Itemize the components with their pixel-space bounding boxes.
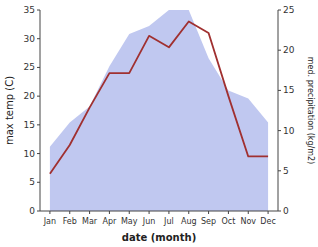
x-tick xyxy=(168,211,169,214)
precipitation-area xyxy=(50,10,268,211)
x-tick-label: Jan xyxy=(43,217,56,226)
y2-tick xyxy=(278,50,281,51)
y2-tick xyxy=(278,211,281,212)
right-axis-line xyxy=(278,10,279,211)
y2-tick-label: 0 xyxy=(283,206,289,216)
y-tick-label: 5 xyxy=(29,177,35,187)
x-tick xyxy=(69,211,70,214)
y-tick xyxy=(37,124,40,125)
y2-tick-label: 20 xyxy=(283,45,295,55)
y-tick xyxy=(37,38,40,39)
x-tick xyxy=(268,211,269,214)
y2-tick-label: 5 xyxy=(283,166,289,176)
y-tick xyxy=(37,211,40,212)
x-axis-label: date (month) xyxy=(122,232,196,243)
y-tick xyxy=(37,182,40,183)
x-axis-line xyxy=(40,211,278,212)
y-axis-label: max temp (C) xyxy=(4,76,15,145)
y2-axis-label: med. precipitation (kg/m2) xyxy=(306,57,315,164)
y-tick-label: 15 xyxy=(24,120,35,130)
y-tick xyxy=(37,10,40,11)
x-tick xyxy=(188,211,189,214)
x-tick-label: Apr xyxy=(102,217,117,226)
x-tick-label: Jun xyxy=(142,217,156,226)
y-tick-label: 20 xyxy=(24,91,36,101)
x-tick-label: Sep xyxy=(201,217,216,226)
y2-tick-label: 15 xyxy=(283,85,294,95)
x-tick xyxy=(149,211,150,214)
y-tick-label: 30 xyxy=(24,34,36,44)
x-tick-label: Nov xyxy=(240,217,256,226)
left-axis-line xyxy=(40,10,41,211)
y-tick-label: 25 xyxy=(24,62,35,72)
y-tick-label: 0 xyxy=(29,206,35,216)
x-tick-label: Feb xyxy=(63,217,77,226)
y-tick xyxy=(37,96,40,97)
x-tick xyxy=(129,211,130,214)
x-tick xyxy=(49,211,50,214)
y-tick-label: 10 xyxy=(24,149,36,159)
y2-tick-label: 25 xyxy=(283,5,294,15)
x-tick-label: Jul xyxy=(163,217,174,226)
x-tick xyxy=(109,211,110,214)
y2-tick xyxy=(278,170,281,171)
y2-tick xyxy=(278,90,281,91)
x-tick-label: Dec xyxy=(260,217,275,226)
y2-tick-label: 10 xyxy=(283,126,295,136)
x-tick xyxy=(228,211,229,214)
x-tick-label: Mar xyxy=(82,217,98,226)
y2-tick xyxy=(278,10,281,11)
x-tick xyxy=(248,211,249,214)
x-tick xyxy=(89,211,90,214)
x-tick-label: Oct xyxy=(221,217,235,226)
x-tick-label: Aug xyxy=(181,217,197,226)
y-tick xyxy=(37,67,40,68)
plot-area xyxy=(50,10,268,211)
y-tick-label: 35 xyxy=(24,5,35,15)
y2-tick xyxy=(278,130,281,131)
y-tick xyxy=(37,153,40,154)
x-tick xyxy=(208,211,209,214)
chart: 0 5 10 15 20 25 30 35 0 5 10 15 20 25 Jan Feb Mar Apr May J… xyxy=(0,0,318,247)
temperature-line xyxy=(50,21,268,173)
x-tick-label: May xyxy=(121,217,138,226)
